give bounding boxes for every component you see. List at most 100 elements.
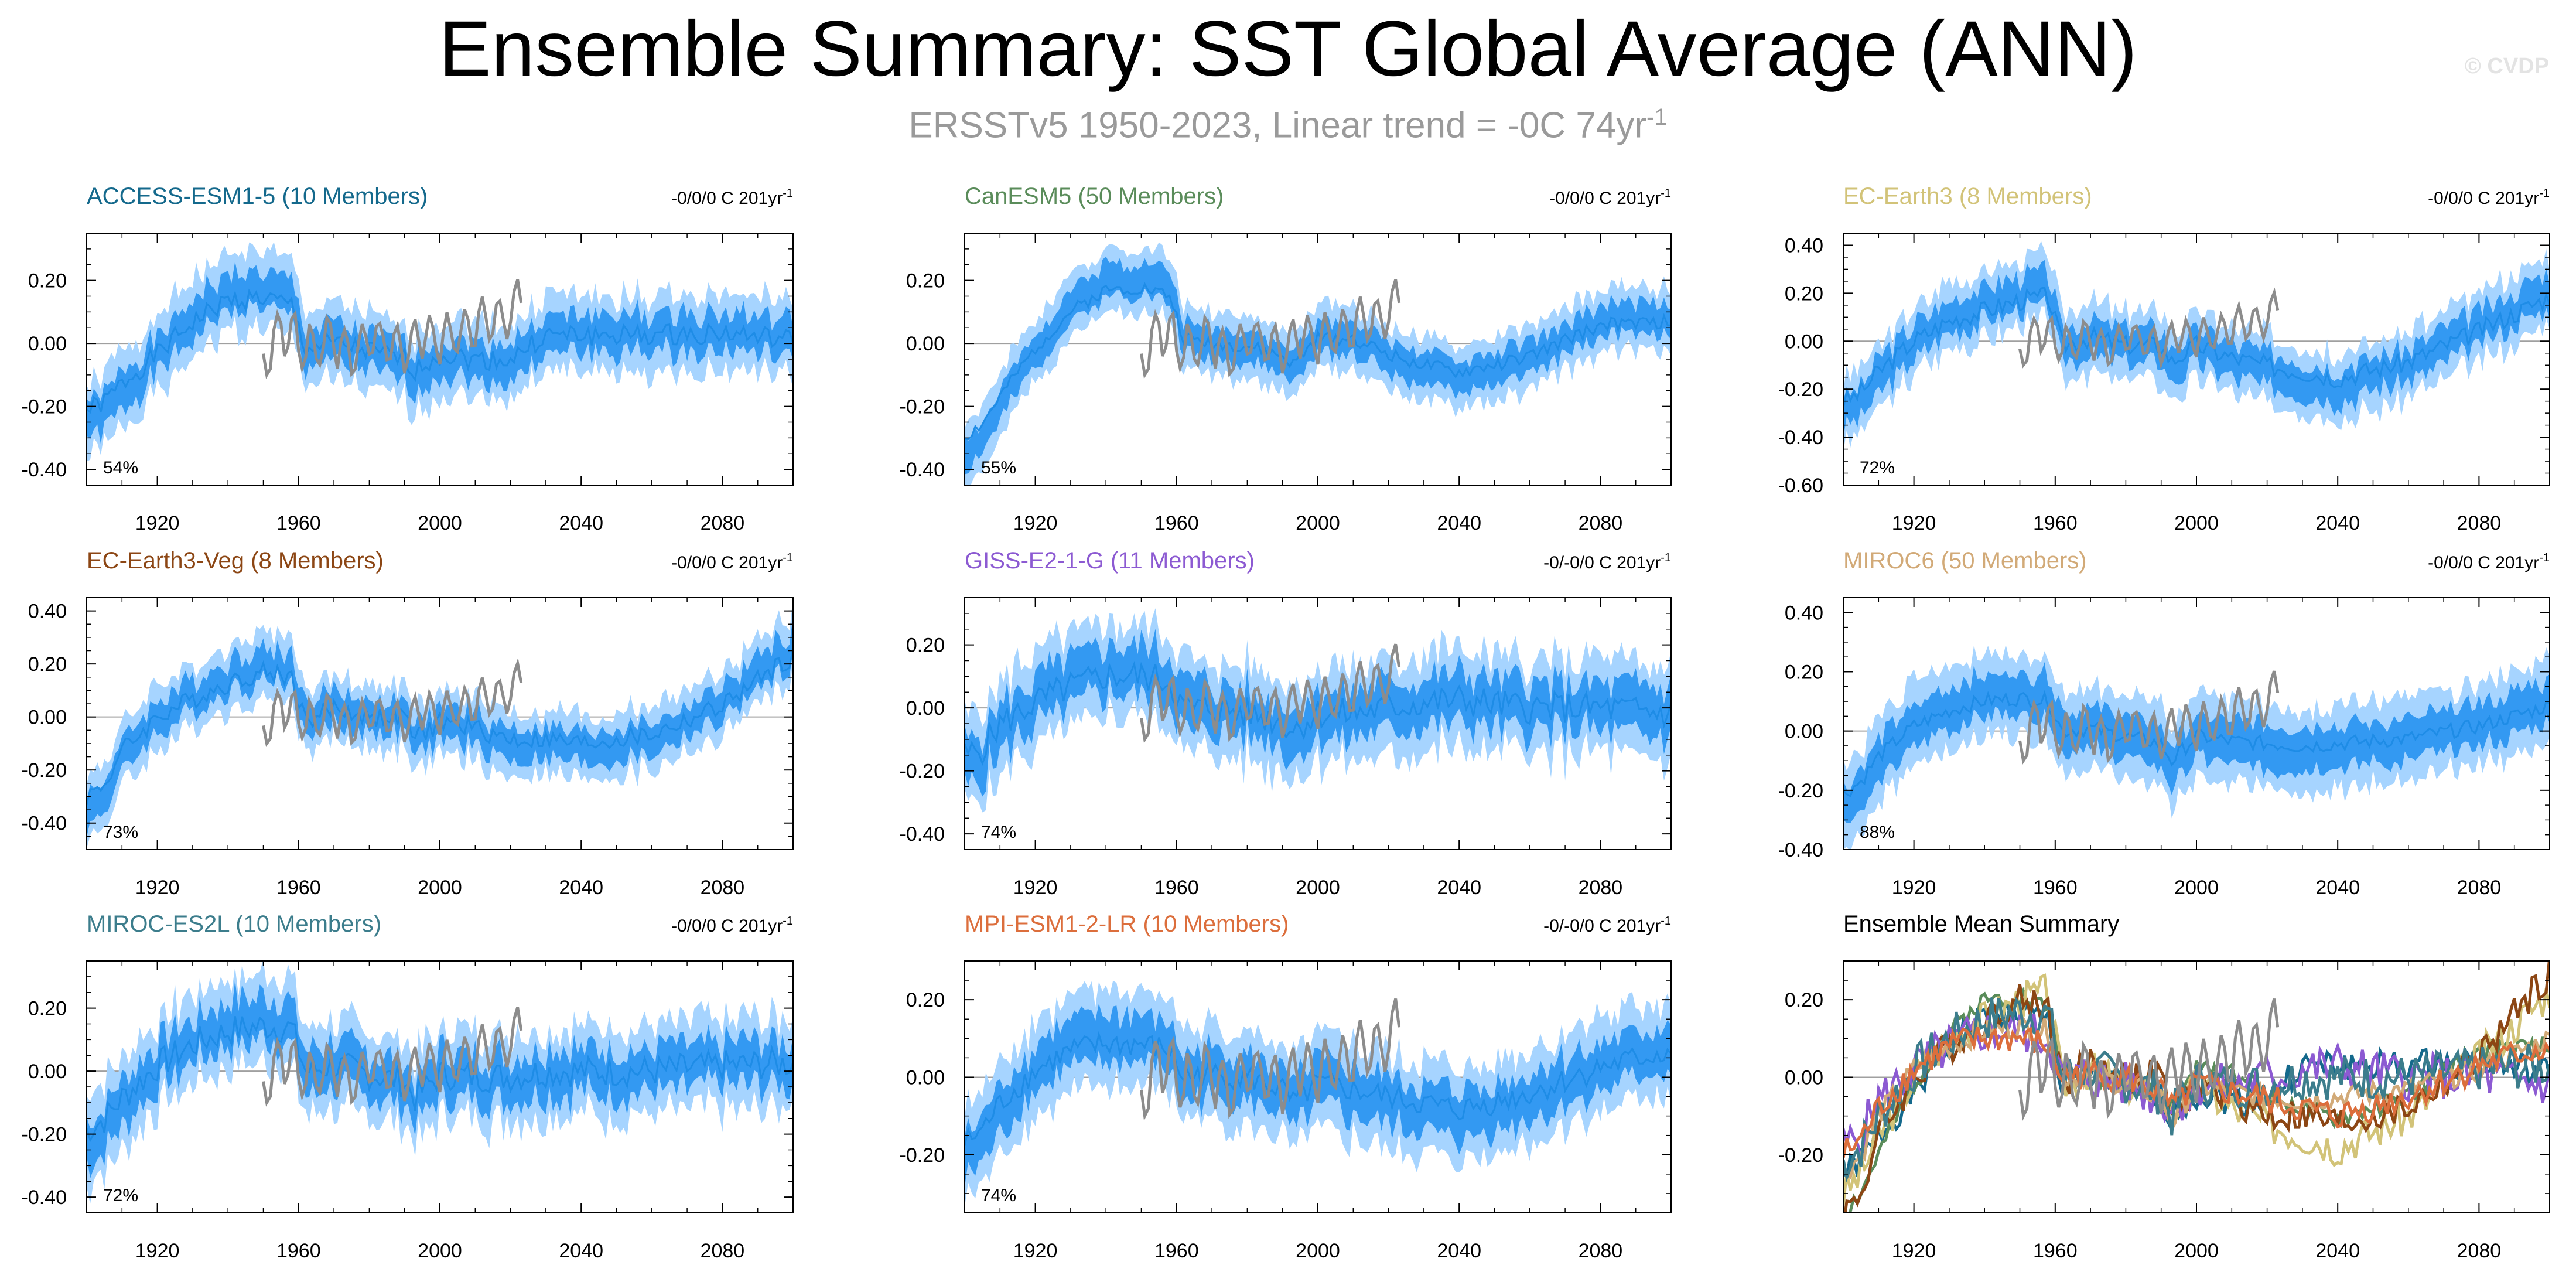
percent-label: 73% xyxy=(103,823,138,842)
x-tick-label: 2000 xyxy=(2174,512,2219,534)
ensemble-iqr-band xyxy=(965,629,1671,797)
y-tick-label: -0.20 xyxy=(22,396,67,418)
trend-exponent: -1 xyxy=(783,187,793,200)
percent-label: 55% xyxy=(981,458,1016,478)
y-tick-label: 0.20 xyxy=(28,270,67,292)
trend-text: -0/0/0 C 201yr xyxy=(2428,189,2539,208)
observations-line xyxy=(262,279,523,379)
x-tick-label: 1960 xyxy=(276,1240,321,1262)
x-tick-label: 2080 xyxy=(2457,1240,2502,1262)
y-tick-label: -0.20 xyxy=(1778,379,1824,401)
plot-area xyxy=(87,241,793,462)
chart-panel: EC-Earth3 (8 Members) -0/0/0 C 201yr-1 192… xyxy=(1778,183,2550,534)
x-tick-label: 2040 xyxy=(1437,512,1481,534)
y-tick-label: -0.20 xyxy=(22,1124,67,1146)
ensemble-mean-line xyxy=(965,1031,1671,1146)
x-tick-label: 2040 xyxy=(2315,1240,2360,1262)
panel-trend-label: -0/0/0 C 201yr-1 xyxy=(671,915,793,936)
y-tick-label: 0.40 xyxy=(1785,602,1823,624)
trend-exponent: -1 xyxy=(2539,551,2550,564)
panel-trend-label: -0/0/0 C 201yr-1 xyxy=(2428,187,2550,208)
trend-exponent: -1 xyxy=(1661,187,1671,200)
y-tick-label: -0.40 xyxy=(1778,839,1824,861)
x-tick-label: 2000 xyxy=(2174,1240,2219,1262)
y-tick-label: 0.20 xyxy=(906,989,945,1011)
percent-label: 54% xyxy=(103,458,138,478)
x-tick-label: 2000 xyxy=(1296,512,1340,534)
ensemble-range-band xyxy=(965,242,1671,485)
x-tick-label: 2040 xyxy=(2315,512,2360,534)
plot-area xyxy=(1843,961,2550,1213)
y-tick-label: 0.40 xyxy=(1785,234,1823,257)
trend-text: -0/0/0 C 201yr xyxy=(2428,553,2539,572)
ensemble-mean-line xyxy=(965,660,1671,766)
y-tick-label: -0.40 xyxy=(22,459,67,481)
x-tick-label: 2000 xyxy=(2174,877,2219,899)
x-tick-label: 2040 xyxy=(2315,877,2360,899)
x-tick-label: 1960 xyxy=(1154,877,1199,899)
x-tick-label: 1920 xyxy=(135,877,180,899)
trend-text: -0/0/0 C 201yr xyxy=(1549,189,1661,208)
x-tick-label: 2000 xyxy=(418,1240,462,1262)
panel-trend-label: -0/0/0 C 201yr-1 xyxy=(671,551,793,572)
x-tick-label: 2040 xyxy=(559,512,603,534)
plot-area xyxy=(87,598,793,849)
trend-text: -0/-0/0 C 201yr xyxy=(1543,916,1661,936)
plot-area xyxy=(965,980,1671,1207)
x-tick-label: 2080 xyxy=(701,512,745,534)
observations-line xyxy=(2018,287,2280,370)
y-tick-label: -0.40 xyxy=(900,823,945,845)
ensemble-mean-line xyxy=(87,1016,793,1143)
model-mean-line xyxy=(1843,1026,2550,1158)
ensemble-mean-line xyxy=(965,282,1671,441)
y-tick-label: 0.00 xyxy=(906,333,945,355)
percent-label: 72% xyxy=(103,1186,138,1205)
panel-title: MIROC6 (50 Members) xyxy=(1843,548,2087,574)
y-tick-label: 0.00 xyxy=(906,697,945,720)
percent-label: 88% xyxy=(1860,823,1895,842)
y-tick-label: -0.60 xyxy=(1778,475,1824,497)
panel-title: EC-Earth3 (8 Members) xyxy=(1843,183,2092,209)
panel-title: MIROC-ES2L (10 Members) xyxy=(87,911,381,937)
panel-trend-label: -0/0/0 C 201yr-1 xyxy=(671,187,793,208)
ensemble-mean-line xyxy=(1843,287,2550,408)
trend-text: -0/0/0 C 201yr xyxy=(671,189,783,208)
y-tick-label: -0.40 xyxy=(22,1186,67,1209)
y-tick-label: -0.40 xyxy=(1778,427,1824,449)
cvdp-credit: © CVDP xyxy=(2464,54,2549,79)
x-tick-label: 2040 xyxy=(1437,877,1481,899)
panel-title: GISS-E2-1-G (11 Members) xyxy=(965,548,1255,574)
plot-area xyxy=(87,961,793,1204)
observations-line xyxy=(1140,279,1401,379)
y-tick-label: -0.20 xyxy=(900,1144,945,1167)
x-tick-label: 1920 xyxy=(1892,1240,1936,1262)
y-tick-label: -0.20 xyxy=(900,761,945,783)
x-tick-label: 1960 xyxy=(1154,512,1199,534)
x-tick-label: 2000 xyxy=(418,512,462,534)
subtitle-text: ERSSTv5 1950-2023, Linear trend = -0C 74… xyxy=(908,105,1647,146)
panel-title: EC-Earth3-Veg (8 Members) xyxy=(87,548,384,574)
trend-text: -0/-0/0 C 201yr xyxy=(1543,553,1661,572)
x-tick-label: 2080 xyxy=(701,877,745,899)
plot-area xyxy=(965,608,1671,813)
panel-title: ACCESS-ESM1-5 (10 Members) xyxy=(87,183,428,209)
panel-title: Ensemble Mean Summary xyxy=(1843,911,2119,937)
chart-panel: Ensemble Mean Summary 1920 1960 2000 2040 208… xyxy=(1778,911,2550,1262)
y-tick-label: 0.20 xyxy=(1785,282,1823,305)
x-tick-label: 1960 xyxy=(1154,1240,1199,1262)
panel-trend-label: -0/0/0 C 201yr-1 xyxy=(2428,551,2550,572)
percent-label: 72% xyxy=(1860,458,1895,478)
ensemble-mean-line xyxy=(87,646,793,806)
x-tick-label: 1920 xyxy=(135,1240,180,1262)
observations-line xyxy=(1140,998,1401,1121)
x-tick-label: 2080 xyxy=(2457,877,2502,899)
trend-exponent: -1 xyxy=(783,551,793,564)
trend-exponent: -1 xyxy=(1661,551,1671,564)
chart-panel: MIROC6 (50 Members) -0/0/0 C 201yr-1 1920 1… xyxy=(1778,548,2550,899)
y-tick-label: -0.20 xyxy=(1778,780,1824,802)
y-tick-label: 0.20 xyxy=(1785,661,1823,683)
x-tick-label: 1960 xyxy=(2033,877,2078,899)
x-tick-label: 2080 xyxy=(701,1240,745,1262)
panel-title: MPI-ESM1-2-LR (10 Members) xyxy=(965,911,1289,937)
